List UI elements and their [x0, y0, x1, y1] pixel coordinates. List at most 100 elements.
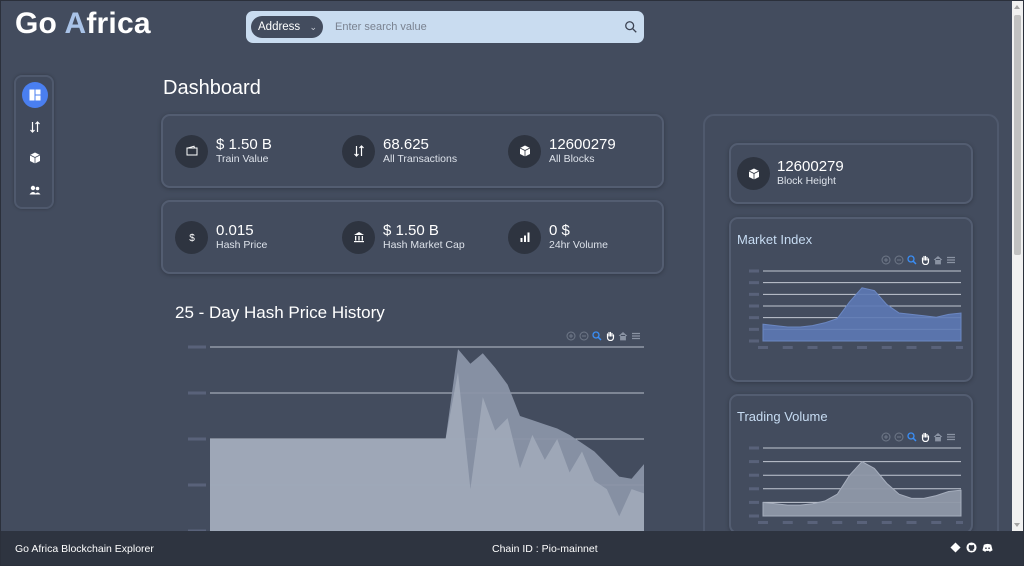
y-tick-label	[749, 514, 759, 518]
trading-volume-chart	[749, 446, 963, 524]
github-icon[interactable]	[966, 542, 977, 553]
market-index-card: Market Index	[729, 217, 973, 382]
cube-icon	[519, 145, 530, 157]
x-tick-label	[807, 346, 818, 349]
stat-train-value: $ 1.50 B Train Value	[175, 116, 272, 186]
zoom-select-icon[interactable]	[907, 432, 917, 442]
area-series-1	[210, 372, 644, 531]
y-tick-label	[749, 460, 759, 464]
y-tick-label	[188, 529, 206, 531]
x-tick-label	[807, 521, 818, 524]
validators-icon	[29, 185, 41, 195]
y-tick-label	[749, 292, 759, 296]
history-chart-toolbar	[566, 331, 641, 341]
menu-icon[interactable]	[631, 331, 641, 341]
x-tick-label	[857, 521, 867, 524]
footer-social-links	[950, 542, 993, 553]
trading-volume-title: Trading Volume	[737, 409, 828, 424]
blocks-icon	[29, 152, 41, 164]
stat-all-blocks: 12600279 All Blocks	[508, 116, 616, 186]
block-height-label: Block Height	[777, 175, 836, 187]
pan-hand-icon[interactable]	[920, 255, 930, 265]
x-tick-label	[782, 521, 793, 524]
scroll-up-arrow-icon[interactable]	[1014, 5, 1020, 9]
app-logo[interactable]: Go Africa	[15, 7, 151, 41]
sidebar-item-transactions[interactable]	[22, 114, 48, 140]
logo-text-accent: A	[64, 7, 87, 40]
x-tick-label	[758, 521, 768, 524]
reset-home-icon[interactable]	[618, 331, 628, 341]
wallet-icon	[186, 145, 197, 156]
logo-text-first: Go	[15, 7, 65, 40]
stat-hash-price: $ 0.015 Hash Price	[175, 202, 267, 272]
search-type-select[interactable]: Address ⌄	[251, 16, 323, 38]
menu-icon[interactable]	[946, 255, 956, 265]
stats-card-row1: $ 1.50 B Train Value 68.625 All Transact…	[161, 114, 664, 188]
pan-hand-icon[interactable]	[605, 331, 615, 341]
x-tick-label	[857, 346, 867, 349]
y-tick-label	[188, 391, 206, 395]
zoom-select-icon[interactable]	[592, 331, 602, 341]
stat-value: $ 1.50 B	[216, 136, 272, 153]
zoom-in-icon[interactable]	[566, 331, 576, 341]
sidebar-item-dashboard[interactable]	[22, 82, 48, 108]
sidebar	[14, 75, 54, 209]
block-height-value: 12600279	[777, 158, 844, 175]
dollar-icon: $	[189, 233, 195, 243]
history-chart	[188, 345, 644, 531]
search-icon[interactable]	[624, 20, 638, 34]
zoom-out-icon[interactable]	[894, 255, 904, 265]
history-chart-title: 25 - Day Hash Price History	[175, 303, 385, 322]
transactions-icon	[353, 145, 364, 157]
page-title: Dashboard	[163, 77, 261, 99]
y-tick-label	[188, 437, 206, 441]
y-tick-label	[749, 316, 759, 320]
y-tick-label	[749, 304, 759, 308]
x-tick-label	[832, 346, 843, 349]
search-input[interactable]	[335, 21, 624, 33]
market-index-title: Market Index	[737, 232, 813, 247]
zoom-select-icon[interactable]	[907, 255, 917, 265]
stat-value: $ 1.50 B	[383, 222, 439, 239]
y-tick-label	[188, 483, 206, 487]
zoom-in-icon[interactable]	[881, 255, 891, 265]
footer: Go Africa Blockchain Explorer Chain ID :…	[1, 531, 1023, 565]
diamond-icon[interactable]	[950, 542, 961, 553]
dashboard-icon	[29, 89, 41, 101]
trading-volume-toolbar	[881, 432, 956, 442]
footer-app-name: Go Africa Blockchain Explorer	[15, 543, 154, 555]
stat-label: All Transactions	[383, 153, 458, 165]
sidebar-item-validators[interactable]	[22, 177, 48, 203]
search-type-label: Address	[258, 21, 301, 33]
x-tick-label	[782, 346, 793, 349]
reset-home-icon[interactable]	[933, 255, 943, 265]
scrollbar-thumb[interactable]	[1014, 15, 1021, 255]
x-tick-label	[931, 346, 942, 349]
block-height-card: 12600279 Block Height	[729, 143, 973, 204]
stat-hash-market-cap: $ 1.50 B Hash Market Cap	[342, 202, 465, 272]
y-tick-label	[749, 281, 759, 285]
market-index-chart	[749, 269, 963, 349]
zoom-out-icon[interactable]	[579, 331, 589, 341]
pan-hand-icon[interactable]	[920, 432, 930, 442]
bank-icon	[353, 232, 364, 243]
x-tick-label	[881, 346, 892, 349]
scroll-down-arrow-icon[interactable]	[1014, 523, 1020, 527]
zoom-in-icon[interactable]	[881, 432, 891, 442]
zoom-out-icon[interactable]	[894, 432, 904, 442]
discord-icon[interactable]	[982, 542, 993, 553]
stats-card-row2: $ 0.015 Hash Price $ 1.50 B Hash Market …	[161, 200, 664, 274]
page-scrollbar[interactable]	[1012, 1, 1023, 531]
stat-label: Hash Market Cap	[383, 239, 465, 251]
stat-label: Train Value	[216, 153, 269, 165]
logo-text-rest: frica	[86, 7, 151, 40]
menu-icon[interactable]	[946, 432, 956, 442]
chevron-down-icon: ⌄	[309, 21, 317, 32]
x-tick-label	[758, 346, 768, 349]
bar-chart-icon	[520, 232, 529, 242]
stat-value: 0.015	[216, 222, 254, 239]
transactions-icon	[30, 121, 40, 133]
reset-home-icon[interactable]	[933, 432, 943, 442]
sidebar-item-blocks[interactable]	[22, 145, 48, 171]
footer-chain-id: Chain ID : Pio-mainnet	[492, 543, 598, 555]
